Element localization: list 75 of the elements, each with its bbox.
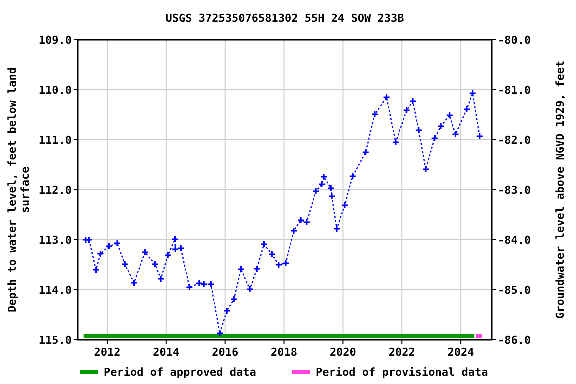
y-axis-title: Depth to water level, feet below land surface: [6, 67, 32, 313]
point: [275, 261, 283, 269]
point: [362, 148, 370, 156]
chart-title: USGS 372535076581302 55H 24 SOW 233B: [166, 12, 405, 25]
point: [237, 266, 245, 274]
point: [403, 106, 411, 114]
point: [151, 260, 159, 268]
y-tick-label: 115.0: [38, 334, 72, 347]
point: [333, 225, 341, 233]
point: [318, 180, 326, 188]
legend-label: Period of approved data: [104, 366, 256, 379]
y2-tick-label: -83.0: [498, 184, 532, 197]
y-tick-label: 109.0: [38, 34, 72, 47]
point: [230, 296, 238, 304]
point: [341, 202, 349, 210]
point: [446, 112, 454, 120]
point: [437, 122, 445, 130]
point: [157, 275, 165, 283]
x-tick-label: 2018: [271, 346, 298, 359]
point: [246, 286, 254, 294]
point: [177, 244, 185, 252]
point: [312, 188, 320, 196]
point: [328, 192, 336, 200]
y-tick-label: 114.0: [38, 284, 72, 297]
point: [105, 242, 113, 250]
y2-tick-label: -80.0: [498, 34, 532, 47]
point: [268, 250, 276, 258]
point: [383, 94, 391, 102]
y-tick-label: 113.0: [38, 234, 72, 247]
x-tick-label: 2024: [448, 346, 475, 359]
point: [164, 252, 172, 260]
x-tick-label: 2014: [153, 346, 180, 359]
point: [290, 227, 298, 235]
point: [253, 265, 261, 273]
point: [223, 307, 231, 315]
point: [371, 110, 379, 118]
point: [96, 250, 104, 258]
point: [171, 236, 179, 244]
point: [469, 90, 477, 98]
x-tick-label: 2020: [330, 346, 356, 359]
point: [452, 130, 460, 138]
y2-axis-title: Groundwater level above NGVD 1929, feet: [554, 60, 567, 320]
x-tick-label: 2012: [94, 346, 121, 359]
point: [349, 172, 357, 180]
x-tick-label: 2022: [388, 346, 416, 359]
y-tick-label: 110.0: [38, 84, 72, 97]
point: [476, 132, 484, 140]
y2-tick-label: -85.0: [498, 284, 532, 297]
x-tick-label: 2016: [212, 346, 239, 359]
point: [431, 134, 439, 142]
y-tick-label: 111.0: [38, 134, 72, 147]
point: [130, 279, 138, 287]
point: [141, 248, 149, 256]
point: [172, 246, 180, 254]
y2-tick-label: -82.0: [498, 134, 532, 147]
point: [114, 240, 122, 248]
point: [463, 106, 471, 114]
point: [92, 266, 100, 274]
point: [216, 330, 224, 338]
y2-tick-label: -86.0: [498, 334, 532, 347]
y2-tick-label: -81.0: [498, 84, 532, 97]
point: [415, 126, 423, 134]
point: [260, 240, 268, 248]
point: [392, 138, 400, 146]
point: [320, 173, 328, 181]
point: [409, 98, 417, 106]
point: [121, 260, 129, 268]
point: [282, 260, 290, 268]
point: [327, 184, 335, 192]
y2-tick-label: -84.0: [498, 234, 532, 247]
point: [186, 284, 194, 292]
point: [207, 280, 215, 288]
point: [422, 166, 430, 174]
legend-label: Period of provisional data: [316, 366, 488, 379]
y-tick-label: 112.0: [38, 184, 72, 197]
